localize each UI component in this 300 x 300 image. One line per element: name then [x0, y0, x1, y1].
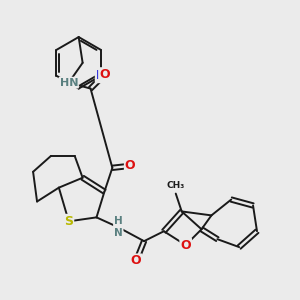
Text: O: O	[131, 254, 141, 268]
Text: O: O	[125, 159, 136, 172]
Text: CH₃: CH₃	[167, 181, 185, 190]
Text: S: S	[64, 215, 73, 228]
Text: H
N: H N	[114, 217, 123, 238]
Text: O: O	[99, 68, 110, 81]
Text: O: O	[180, 238, 191, 252]
Text: HN: HN	[59, 78, 78, 88]
Text: N: N	[96, 69, 106, 82]
